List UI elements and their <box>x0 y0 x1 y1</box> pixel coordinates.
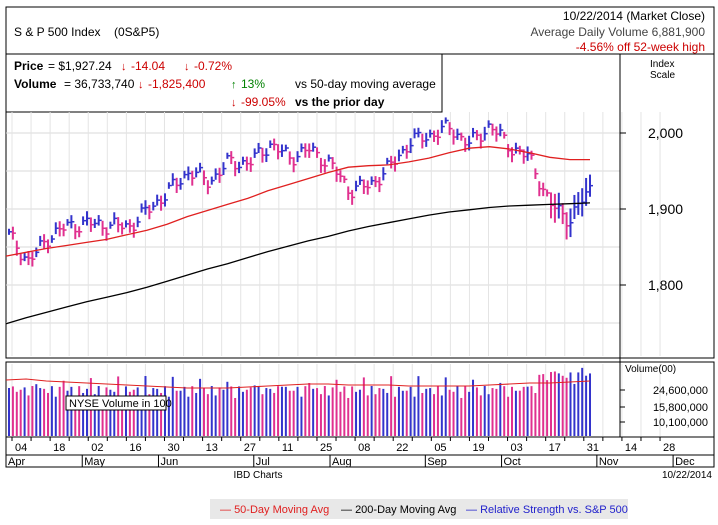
month-label: Oct <box>504 456 521 468</box>
legend-rs: — Relative Strength vs. S&P 500 <box>466 504 628 516</box>
date-tick-label: 05 <box>434 442 446 454</box>
index-symbol: (0S&P5) <box>114 25 159 39</box>
month-label: Nov <box>599 456 619 468</box>
date-tick-label: 14 <box>625 442 637 454</box>
volume-label: Volume <box>14 77 57 91</box>
source-label: IBD Charts <box>234 470 283 481</box>
month-label: Sep <box>427 456 447 468</box>
ma200-line <box>5 202 591 325</box>
date-line: 10/22/2014 (Market Close) <box>563 9 705 23</box>
legend-ma200: — 200-Day Moving Avg <box>341 504 456 516</box>
volume-annotation: NYSE Volume in 100 <box>69 398 172 410</box>
price-value: = $1,927.24 <box>48 59 112 73</box>
date-tick-label: 17 <box>549 442 561 454</box>
index-title: S & P 500 Index <box>14 25 101 39</box>
month-label: Apr <box>8 456 25 468</box>
ma50-line <box>5 146 590 257</box>
legend-ma50: — 50-Day Moving Avg <box>220 504 329 516</box>
price-tick-label: 1,800 <box>648 277 683 293</box>
volume-average-line <box>5 378 591 389</box>
month-label: Jul <box>256 456 270 468</box>
month-label: May <box>84 456 105 468</box>
date-tick-label: 31 <box>587 442 599 454</box>
footer-date: 10/22/2014 <box>662 470 712 481</box>
date-tick-label: 18 <box>53 442 65 454</box>
month-label: Jun <box>160 456 178 468</box>
date-tick-label: 27 <box>244 442 256 454</box>
index-scale-label: Index Scale <box>650 59 675 81</box>
date-axis: 04 18 02 16 30 13 27 11 25 08 22 05 19 03 17 31 14 28 Apr M… <box>5 436 715 468</box>
month-label: Aug <box>332 456 352 468</box>
date-tick-label: 16 <box>129 442 141 454</box>
price-bars <box>8 117 593 267</box>
vol-vs-prior-pct: -99.05% <box>241 95 286 109</box>
volume-axis-label: Volume(00) <box>625 364 676 375</box>
volume-value: = 36,733,740 <box>64 77 135 91</box>
price-change: -14.04 <box>131 59 165 73</box>
price-tick-label: 1,900 <box>648 201 683 217</box>
date-tick-label: 08 <box>358 442 370 454</box>
volume-tick-label: 15,800,000 <box>653 402 708 414</box>
down-arrow-icon: ↓ <box>231 97 237 109</box>
date-tick-label: 04 <box>15 442 27 454</box>
legend-bar <box>210 499 628 519</box>
volume-tick-label: 24,600,000 <box>653 385 708 397</box>
vol-vs-avg-pct: 13% <box>241 77 265 91</box>
off-high-line: -4.56% off 52-week high <box>576 40 705 54</box>
stats-box <box>5 53 443 113</box>
down-arrow-icon: ↓ <box>121 61 127 73</box>
price-change-pct: -0.72% <box>194 59 232 73</box>
date-tick-label: 22 <box>396 442 408 454</box>
date-tick-label: 03 <box>511 442 523 454</box>
date-tick-label: 02 <box>91 442 103 454</box>
month-label: Dec <box>675 456 695 468</box>
date-tick-label: 13 <box>206 442 218 454</box>
date-tick-label: 19 <box>472 442 484 454</box>
vol-vs-avg-text: vs 50-day moving average <box>295 77 436 91</box>
volume-change: -1,825,400 <box>148 77 206 91</box>
price-tick-label: 2,000 <box>648 125 683 141</box>
down-arrow-icon: ↓ <box>138 79 144 91</box>
volume-tick-label: 10,100,000 <box>653 417 708 429</box>
price-label: Price <box>14 59 44 73</box>
date-tick-label: 28 <box>663 442 675 454</box>
vol-vs-prior-text: vs the prior day <box>295 95 385 109</box>
date-tick-label: 30 <box>167 442 179 454</box>
down-arrow-icon: ↓ <box>184 61 190 73</box>
avg-volume-line: Average Daily Volume 6,881,900 <box>530 25 705 39</box>
date-tick-label: 11 <box>282 442 293 454</box>
date-tick-label: 25 <box>320 442 332 454</box>
up-arrow-icon: ↑ <box>231 79 237 91</box>
